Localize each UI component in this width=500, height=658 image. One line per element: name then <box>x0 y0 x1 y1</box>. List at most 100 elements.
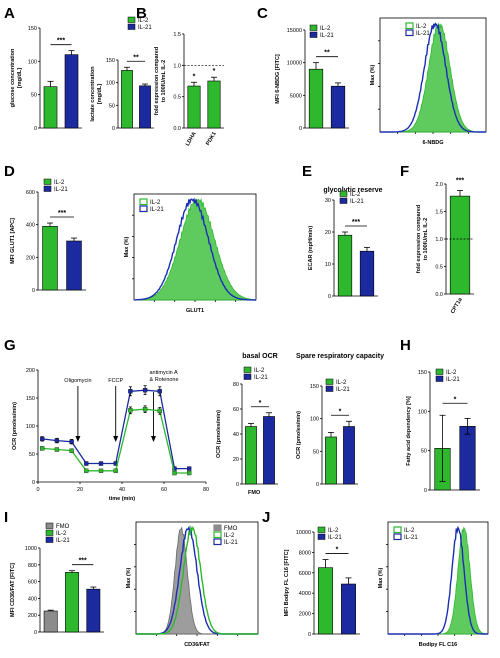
data-point <box>128 408 133 413</box>
legend-swatch <box>139 198 148 206</box>
legend-label: IL-2 <box>350 192 361 198</box>
data-point <box>84 461 89 466</box>
y-axis-label-line: to 100IU/mL IL-2 <box>161 60 167 102</box>
y-tick-label: 4000 <box>299 591 311 597</box>
legend-label: IL-2 <box>138 18 149 24</box>
chart-title: glycolytic reserve <box>323 187 382 194</box>
data-point <box>69 439 74 444</box>
x-axis-label: Bodipy FL C16 <box>419 642 457 648</box>
y-tick-label: 800 <box>28 563 37 569</box>
legend-swatch <box>405 22 414 30</box>
histogram-C: 6-NBDG Max (%) IL-2IL-21 <box>370 17 487 146</box>
legend-swatch <box>127 23 136 30</box>
data-point <box>54 438 60 443</box>
data-point <box>69 448 74 453</box>
injection-label: antimycin A & Rotenone <box>150 370 179 383</box>
legend-swatch <box>45 536 54 543</box>
y-tick-label: 600 <box>28 580 37 586</box>
histogram-il2 <box>388 526 489 635</box>
y-axis-label: Max (%) <box>124 236 130 257</box>
bar-chart-G: 0 20 40 60 80 OCR (pmoles/min) * basal OCR IL-2I… <box>216 353 278 488</box>
y-tick-label: 0 <box>32 288 35 294</box>
bar <box>330 85 346 129</box>
injection-label: Oligomycin <box>64 378 91 384</box>
data-point <box>98 468 104 473</box>
panel-letter-A: A <box>4 5 15 22</box>
x-axis-label: GLUT1 <box>186 308 204 314</box>
legend-label: IL-21 <box>138 25 152 31</box>
bar-chart-I: 0 200 400 600 800 1000 MFI CD36/FAT [FITC] *** F… <box>10 522 104 636</box>
bar <box>343 426 355 485</box>
legend-swatch <box>339 197 348 204</box>
y-tick-label: 600 <box>26 190 35 196</box>
significance: ** <box>324 50 330 57</box>
y-axis-label-line: to 100IU/mL IL-2 <box>423 218 429 260</box>
x-tick-label: CPT1a <box>450 296 464 315</box>
legend-label: IL-21 <box>56 538 70 544</box>
significance: * <box>454 396 457 403</box>
data-point <box>142 407 148 412</box>
x-tick-label: 40 <box>119 487 125 493</box>
y-tick-label: 1.5 <box>435 210 443 216</box>
legend-swatch <box>435 368 444 375</box>
y-tick-label: 0 <box>328 294 331 300</box>
y-tick-label: 150 <box>28 26 37 32</box>
legend-label: IL-2 <box>404 528 415 534</box>
significance: *** <box>57 38 65 45</box>
y-axis-label: ECAR (mpH/min) <box>308 226 314 270</box>
data-point <box>157 389 162 394</box>
y-tick-label: 50 <box>109 103 115 109</box>
y-tick-label: 200 <box>28 613 37 619</box>
y-tick-label: 50 <box>29 452 35 458</box>
legend-swatch <box>213 524 222 532</box>
legend-swatch <box>139 205 148 213</box>
bar <box>325 436 337 485</box>
legend-label: IL-2 <box>416 24 427 30</box>
injection-label-line: & Rotenone <box>150 377 179 383</box>
histogram-D: GLUT1 Max (%) IL-2IL-21 <box>124 193 257 314</box>
y-tick-label: 150 <box>106 58 115 64</box>
y-tick-label: 400 <box>26 223 35 229</box>
panel-letter-G: G <box>4 337 16 354</box>
y-tick-label: 10000 <box>287 61 302 67</box>
y-axis-label: MFI 6-NBDG [FITC] <box>275 54 281 104</box>
y-axis-label-line: [mg/dL] <box>17 68 23 88</box>
legend-label: IL-21 <box>350 199 364 205</box>
legend-swatch <box>45 529 54 536</box>
x-tick-label: PDK1 <box>205 131 218 147</box>
legend-swatch <box>325 385 334 392</box>
y-tick-label: 0 <box>236 482 239 488</box>
panel-letter-B: B <box>136 5 147 22</box>
y-tick-label: 0 <box>299 126 302 132</box>
legend-label: IL-2 <box>328 528 339 534</box>
y-tick-label: 0 <box>424 488 427 494</box>
legend-swatch <box>243 366 252 373</box>
bar <box>308 68 324 129</box>
y-tick-label: 150 <box>310 384 319 390</box>
bar-chart-F: 0.0 0.5 1.0 1.5 2.0 fold expression comparedt… <box>416 178 474 315</box>
bar-chart-C: 0 5000 10000 15000 MFI 6-NBDG [FITC] ** IL-2IL… <box>275 24 349 132</box>
significance: *** <box>58 210 66 217</box>
y-tick-label: 20 <box>233 457 239 463</box>
legend-swatch <box>45 522 54 529</box>
y-tick-label: 5000 <box>290 93 302 99</box>
legend-swatch <box>405 29 414 37</box>
bar <box>139 85 151 129</box>
x-axis-label: time (min) <box>109 496 135 502</box>
y-tick-label: 0 <box>112 126 115 132</box>
significance: * <box>193 73 196 80</box>
histogram-J: Bodipy FL C16 Max (%) IL-2IL-21 <box>378 521 489 648</box>
y-tick-label: 100 <box>26 424 35 430</box>
y-tick-label: 2.0 <box>435 182 443 188</box>
data-point <box>142 388 148 393</box>
y-axis-label-line: fold expression compared <box>416 205 422 273</box>
y-axis-label: MFI GLUT1 [APC] <box>10 218 16 264</box>
y-axis-label-line: fold expression compared <box>154 47 160 115</box>
bar <box>318 567 333 635</box>
y-axis-label: Max (%) <box>370 64 376 85</box>
injection-arrowhead <box>151 436 156 442</box>
legend-swatch <box>213 538 222 546</box>
